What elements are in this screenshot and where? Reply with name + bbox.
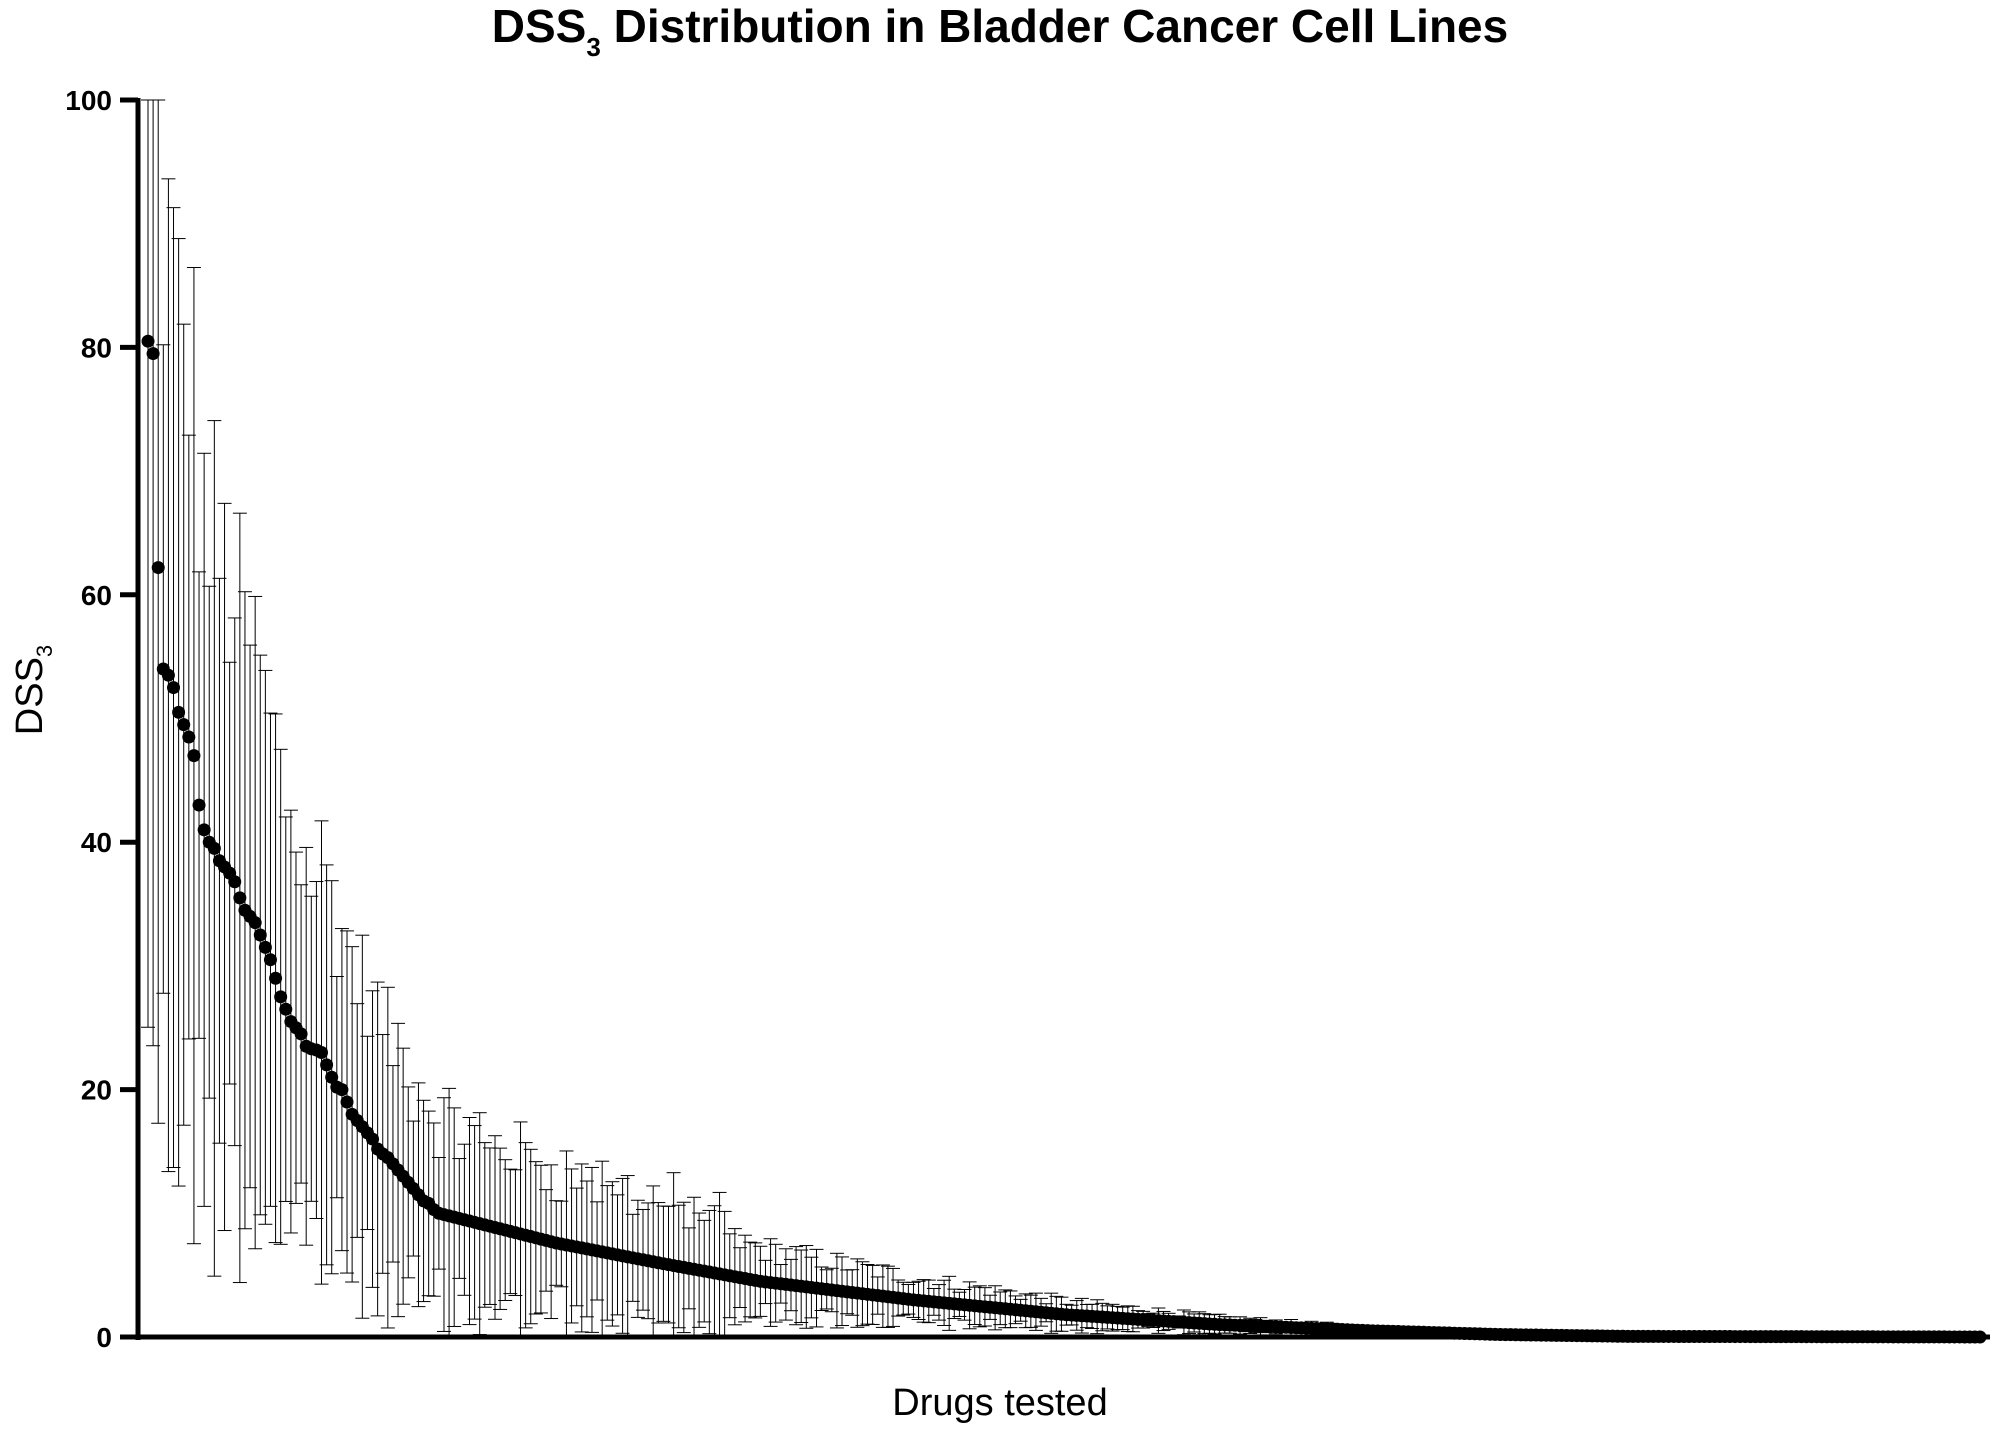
y-axis-label-base: DSS [9,657,51,735]
data-point [366,1132,380,1146]
data-point [340,1095,354,1109]
data-point [192,798,206,812]
data-point [269,971,283,985]
data-point [161,668,175,682]
data-point [325,1070,339,1084]
y-tick-label: 100 [65,85,112,116]
data-point [279,1002,293,1016]
data-point [177,718,191,732]
y-tick-label: 60 [81,580,112,611]
error-bars-group [141,99,1916,1338]
data-point [141,334,155,348]
chart-title-prefix: DSS [492,0,587,52]
data-point [320,1058,334,1072]
data-point [335,1083,349,1097]
data-point [233,891,247,905]
y-tick-label: 40 [81,827,112,858]
y-tick-label: 0 [96,1322,112,1353]
y-axis-label-subscript: 3 [32,645,57,657]
chart-title-suffix: Distribution in Bladder Cancer Cell Line… [601,0,1508,52]
data-point [253,928,267,942]
data-point [197,823,211,837]
data-point [167,681,181,695]
data-point [182,730,196,744]
y-axis-label: DSS3 [9,645,57,735]
data-point [207,841,221,855]
data-point [263,953,277,967]
axes-group [135,98,1990,1340]
data-point [258,940,272,954]
data-point [294,1027,308,1041]
data-point [248,916,262,930]
data-points-group [141,334,1987,1344]
data-point [146,347,160,361]
data-point [274,990,288,1004]
x-axis-label: Drugs tested [892,1382,1107,1424]
data-point [172,705,186,719]
data-point [151,561,165,575]
data-point [315,1045,329,1059]
chart-title-subscript: 3 [586,32,600,62]
data-point [228,875,242,889]
chart-title: DSS3 Distribution in Bladder Cancer Cell… [492,0,1508,62]
y-ticks-group: 0 20 40 60 80 100 [65,85,138,1353]
data-point [187,749,201,763]
y-tick-label: 20 [81,1075,112,1106]
y-tick-label: 80 [81,332,112,363]
